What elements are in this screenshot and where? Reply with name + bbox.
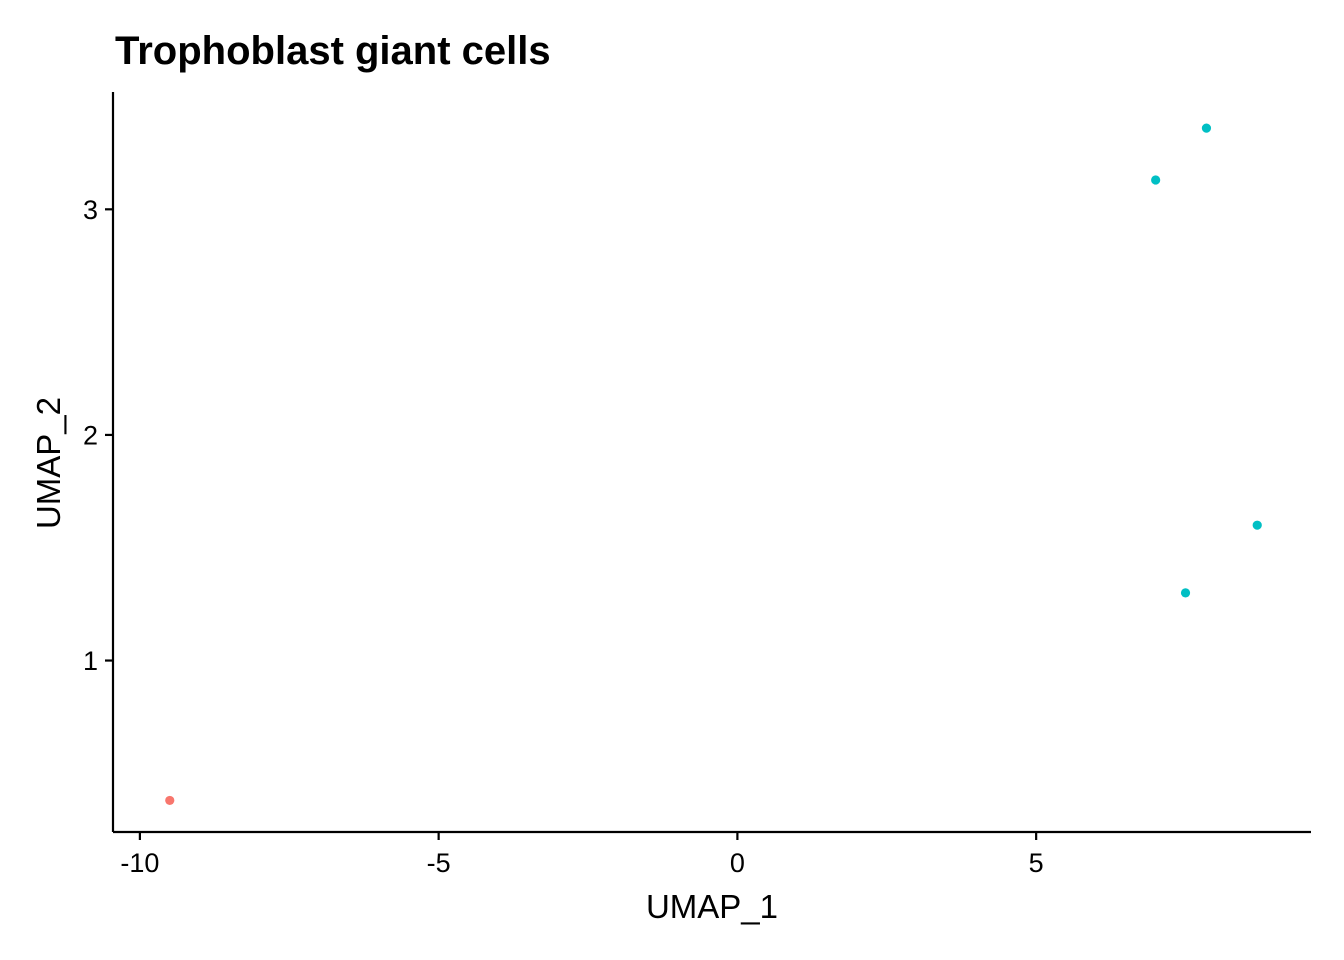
x-tick-label: 5	[1029, 848, 1044, 878]
data-point	[1252, 520, 1262, 530]
data-point	[1151, 175, 1161, 185]
x-tick-label: -10	[120, 848, 159, 878]
data-point	[1201, 123, 1212, 133]
x-tick-label: 0	[730, 848, 745, 878]
x-axis-title: UMAP_1	[646, 888, 778, 925]
chart-title: Trophoblast giant cells	[115, 29, 551, 73]
y-tick-label: 3	[83, 195, 98, 225]
y-tick-label: 1	[83, 646, 98, 676]
plot-area	[165, 123, 1262, 806]
y-axis-ticks: 1 2 3	[83, 195, 113, 676]
y-axis-title: UMAP_2	[30, 397, 67, 529]
x-tick-label: -5	[427, 848, 451, 878]
y-tick-label: 2	[83, 420, 98, 450]
data-point	[1180, 588, 1191, 598]
data-point	[165, 795, 175, 806]
x-axis-ticks: -10 -5 0 5	[120, 832, 1044, 878]
